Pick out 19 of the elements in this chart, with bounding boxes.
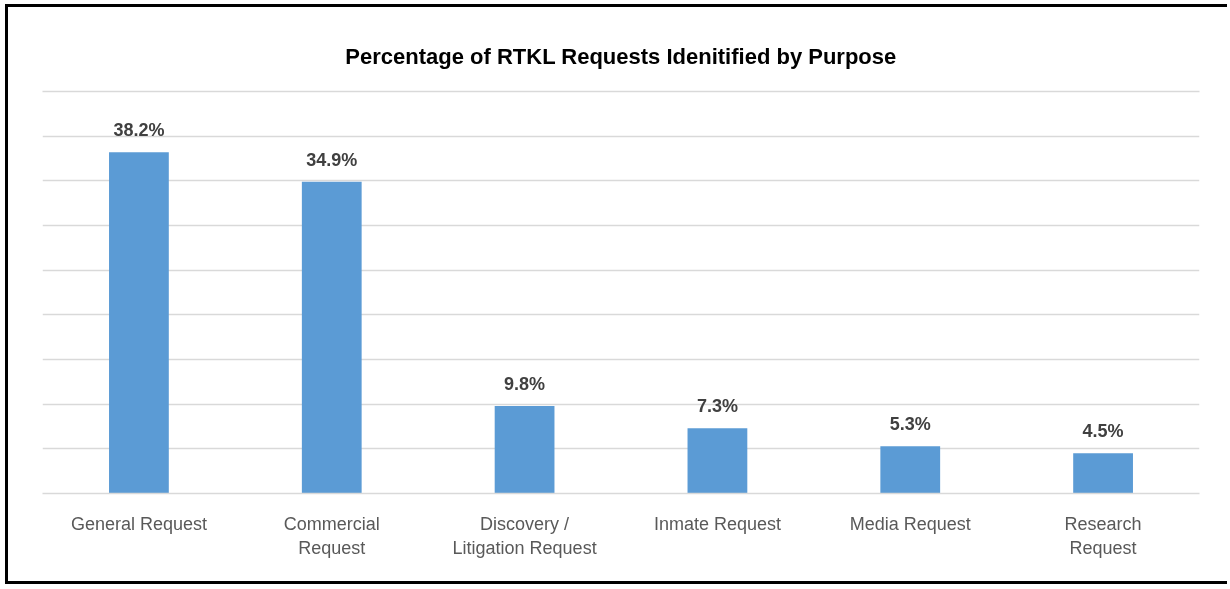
bar (109, 152, 169, 494)
bar (494, 405, 555, 494)
x-tick-label: Research Request (1064, 513, 1142, 558)
x-tick-label: Inmate Request (653, 513, 781, 534)
bar (880, 446, 941, 494)
data-label: 34.9% (306, 149, 358, 170)
x-tick-label: Discovery / Litigation Request (452, 513, 597, 558)
x-tick-label: Commercial Request (283, 513, 380, 558)
x-tick-label: Media Request (849, 513, 971, 534)
bar (1073, 453, 1133, 494)
chart-title: Percentage of RTKL Requests Idenitified by Purpose (345, 43, 897, 69)
bar (301, 181, 362, 494)
data-label: 38.2% (113, 120, 165, 141)
data-label: 5.3% (889, 414, 931, 435)
data-label: 9.8% (504, 373, 546, 394)
data-label: 7.3% (696, 396, 738, 417)
bar (687, 428, 748, 494)
x-tick-label: General Request (70, 513, 207, 534)
data-label: 4.5% (1082, 421, 1124, 442)
